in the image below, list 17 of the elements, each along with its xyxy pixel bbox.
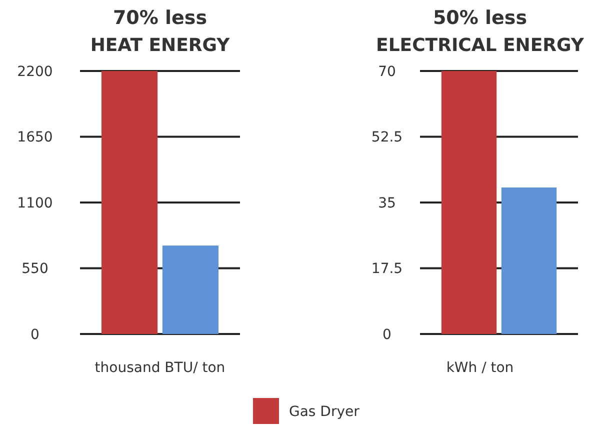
chart-title: 50% less (432, 7, 528, 29)
y-tick-label: 0 (30, 326, 40, 343)
chart-title: 70% less (112, 7, 208, 29)
y-tick-label: 0 (382, 326, 392, 343)
x-axis-title: thousand BTU/ ton (94, 360, 226, 376)
chart-subtitle: HEAT ENERGY (90, 35, 231, 56)
y-tick-label: 17.5 (371, 261, 403, 278)
chart-subtitle: ELECTRICAL ENERGY (376, 35, 585, 56)
x-axis-title: kWh / ton (446, 360, 514, 376)
y-tick-label: 1100 (17, 195, 53, 212)
y-tick-label: 2200 (17, 64, 53, 80)
y-tick-label: 35 (378, 195, 396, 212)
legend-label: Gas Dryer (289, 404, 360, 420)
y-tick-label: 70 (378, 64, 396, 80)
y-tick-label: 550 (22, 261, 48, 278)
y-tick-label: 1650 (17, 130, 53, 146)
y-tick-label: 52.5 (371, 130, 403, 146)
